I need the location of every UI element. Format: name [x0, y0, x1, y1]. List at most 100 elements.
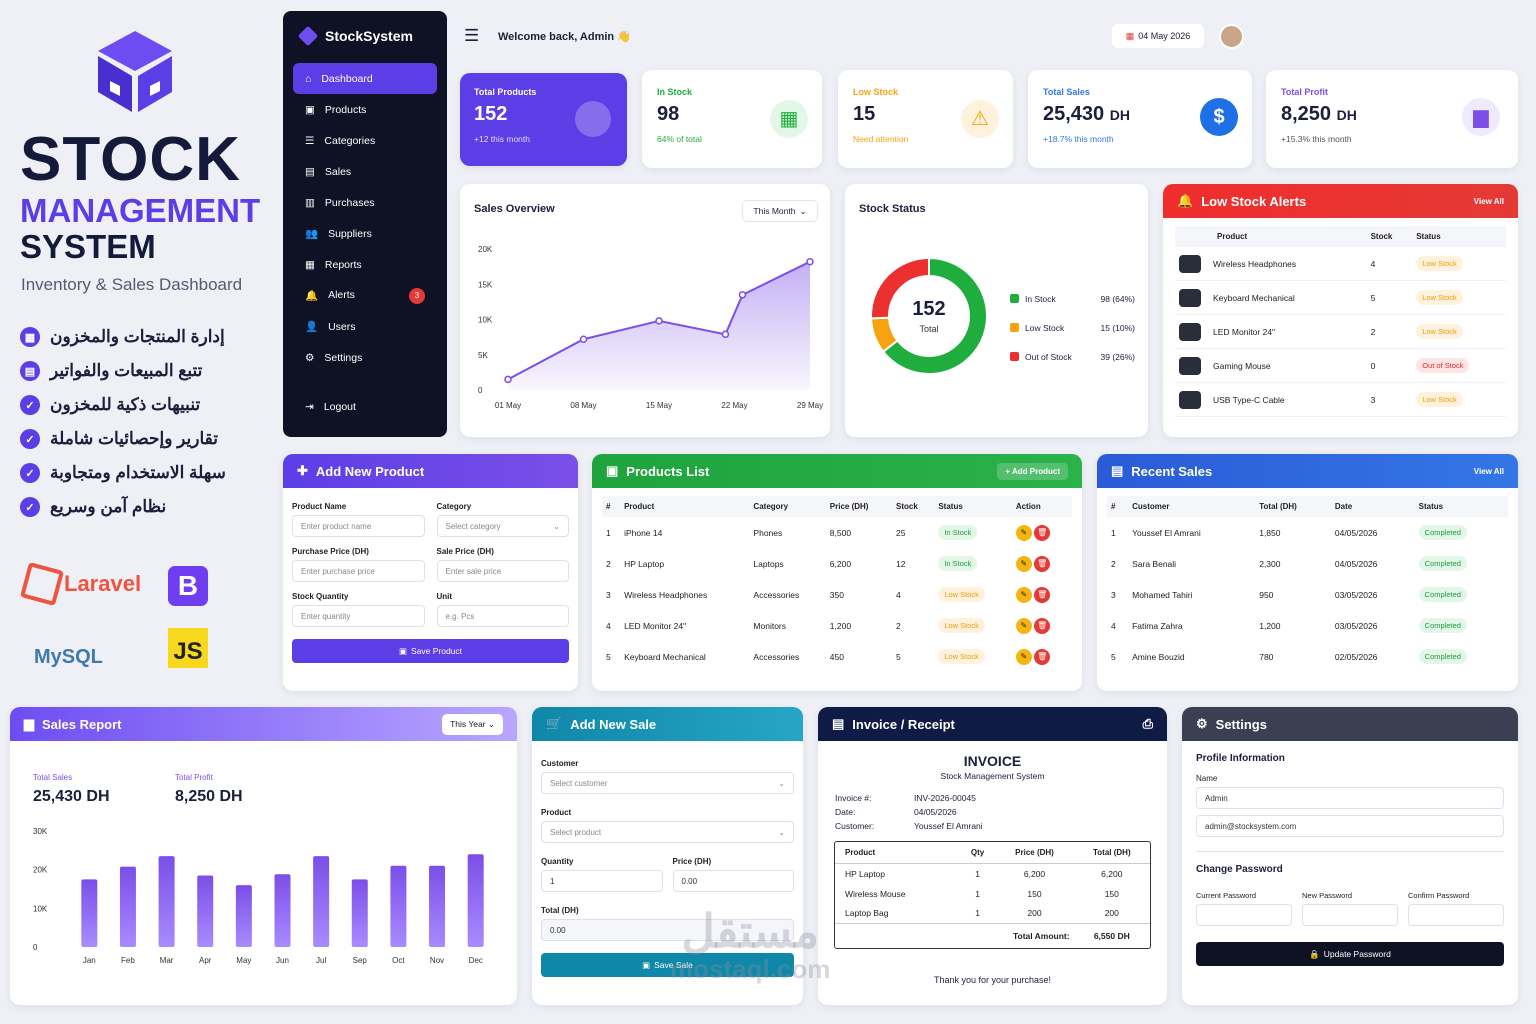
- sidebar-item-products[interactable]: ▣ Products: [305, 103, 367, 116]
- products-table: # Product Category Price (DH) Stock Status Act…: [602, 496, 1072, 672]
- lock-icon: 🔒: [1309, 948, 1320, 959]
- save-icon: ▣: [398, 645, 407, 656]
- delete-icon[interactable]: 🗑: [1034, 617, 1051, 634]
- recent-sales-card: ▤ Recent Sales View All # Customer Total (DH…: [1097, 454, 1518, 691]
- plus-icon: ✚: [297, 463, 308, 478]
- quantity-input[interactable]: 1: [541, 870, 663, 892]
- data-point: [504, 375, 512, 384]
- sidebar-item-users[interactable]: 👤 Users: [305, 320, 356, 334]
- sales-overview-filter[interactable]: This Month ⌄: [742, 200, 818, 222]
- x-tick-label: May: [236, 956, 251, 965]
- y-tick-label: 20K: [33, 866, 48, 875]
- sidebar-item-dashboard[interactable]: ⌂ Dashboard: [293, 63, 437, 94]
- y-tick-label: 0: [478, 386, 483, 395]
- bar-chart-icon: ▆: [24, 716, 34, 731]
- status-badge: Low Stock: [938, 587, 985, 602]
- sidebar-item-reports[interactable]: ▦ Reports: [305, 258, 362, 271]
- x-tick-label: 15 May: [646, 401, 672, 410]
- grid-icon: ▦: [20, 327, 40, 347]
- users-icon: 👥: [305, 228, 319, 240]
- dollar-icon: $: [1200, 98, 1238, 136]
- brand-subtitle: MANAGEMENT: [20, 192, 261, 229]
- print-icon[interactable]: ⎙: [1142, 716, 1153, 731]
- table-row: USB Type-C Cable 3 Low Stock: [1175, 383, 1506, 417]
- bar: [81, 879, 98, 947]
- add-sale-card: 🛒 Add New Sale Customer Select customer ⌄ …: [532, 707, 803, 1005]
- product-thumb-icon: [1179, 322, 1201, 341]
- status-badge: Completed: [1418, 556, 1467, 571]
- save-icon: ▣: [642, 959, 651, 970]
- delete-icon[interactable]: 🗑: [1034, 586, 1051, 603]
- legend-item: Low Stock 15 (10%): [1010, 313, 1135, 342]
- table-row: 4 LED Monitor 24" Monitors 1,200 2 Low Stock ✎…: [602, 610, 1072, 641]
- check-icon: ✓: [20, 429, 40, 449]
- cart-icon: 🛒: [546, 716, 563, 731]
- customer-select[interactable]: Select customer ⌄: [541, 772, 794, 794]
- edit-icon[interactable]: ✎: [1015, 648, 1032, 665]
- product-name-input[interactable]: Enter product name: [292, 515, 425, 537]
- avatar[interactable]: [1219, 24, 1244, 49]
- product-thumb-icon: [1179, 356, 1201, 375]
- product-select[interactable]: Select product ⌄: [541, 821, 794, 843]
- logout-button[interactable]: ⇥ Logout: [305, 400, 356, 413]
- delete-icon[interactable]: 🗑: [1034, 648, 1051, 665]
- sidebar-item-sales[interactable]: ▤ Sales: [305, 165, 352, 178]
- edit-icon[interactable]: ✎: [1015, 555, 1032, 572]
- quantity-input[interactable]: Enter quantity: [292, 605, 425, 627]
- new-password-input[interactable]: [1302, 904, 1398, 926]
- bootstrap-logo: B: [168, 566, 208, 606]
- delete-icon[interactable]: 🗑: [1034, 524, 1051, 541]
- cart-icon: ▤: [305, 165, 315, 178]
- donut-center-value: 152: [912, 298, 946, 320]
- status-badge: Low Stock: [1416, 392, 1463, 407]
- y-tick-label: 15K: [478, 280, 493, 289]
- current-password-input[interactable]: [1196, 904, 1292, 926]
- delete-icon[interactable]: 🗑: [1034, 555, 1051, 572]
- update-password-button[interactable]: 🔒 Update Password: [1196, 942, 1504, 966]
- bar: [390, 865, 407, 947]
- email-input[interactable]: admin@stocksystem.com: [1196, 815, 1504, 837]
- category-select[interactable]: Select category ⌄: [436, 515, 569, 537]
- table-row: HP Laptop 1 6,200 6,200: [845, 868, 1123, 879]
- sale-price-input[interactable]: Enter sale price: [436, 560, 569, 582]
- edit-icon[interactable]: ✎: [1015, 586, 1032, 603]
- view-all-link[interactable]: View All: [1473, 196, 1504, 206]
- sidebar-item-suppliers[interactable]: 👥 Suppliers: [305, 227, 372, 241]
- sidebar-item-categories[interactable]: ☰ Categories: [305, 134, 376, 147]
- sidebar-item-purchases[interactable]: ▥ Purchases: [305, 196, 375, 209]
- y-tick-label: 10K: [33, 904, 48, 913]
- save-product-button[interactable]: ▣ Save Product: [292, 639, 569, 663]
- status-badge: Low Stock: [938, 618, 985, 633]
- products-list-card: ▣ Products List + Add Product # Product Cate…: [592, 454, 1082, 691]
- low-stock-table: Product Stock Status Wireless Headphones 4 L…: [1175, 226, 1506, 417]
- bar: [351, 879, 368, 947]
- product-thumb-icon: [1179, 288, 1201, 307]
- confirm-password-input[interactable]: [1408, 904, 1504, 926]
- sales-report-filter[interactable]: This Year ⌄: [442, 713, 503, 735]
- date-chip[interactable]: ▦ 04 May 2026: [1112, 24, 1204, 48]
- table-row: Gaming Mouse 0 Out of Stock: [1175, 349, 1506, 383]
- sales-overview-card: Sales Overview This Month ⌄ 0 5K 10K 15K 20K 0…: [460, 184, 830, 437]
- x-tick-label: 22 May: [721, 401, 747, 410]
- status-badge: Low Stock: [1416, 290, 1463, 305]
- edit-icon[interactable]: ✎: [1015, 617, 1032, 634]
- gear-icon: ⚙: [1196, 716, 1208, 731]
- stock-legend: In Stock 98 (64%) Low Stock 15 (10%) Out of …: [1010, 284, 1135, 371]
- unit-input[interactable]: e.g. Pcs: [436, 605, 569, 627]
- save-sale-button[interactable]: ▣ Save Sale: [541, 953, 794, 977]
- purchase-price-input[interactable]: Enter purchase price: [292, 560, 425, 582]
- price-input[interactable]: 0.00: [672, 870, 794, 892]
- stock-status-card: Stock Status 152 Total In Stock 98 (64%) L…: [845, 184, 1148, 437]
- view-all-link[interactable]: View All: [1473, 466, 1504, 476]
- name-input[interactable]: Admin: [1196, 787, 1504, 809]
- stat-card-total-products: Total Products 152 +12 this month: [460, 73, 627, 166]
- welcome-text: Welcome back, Admin 👋: [498, 31, 631, 43]
- edit-icon[interactable]: ✎: [1015, 524, 1032, 541]
- sidebar-item-settings[interactable]: ⚙ Settings: [305, 351, 363, 364]
- user-icon: 👤: [305, 321, 319, 333]
- status-badge: Low Stock: [938, 649, 985, 664]
- sidebar-item-alerts[interactable]: 🔔 Alerts 3: [293, 280, 437, 311]
- add-product-button[interactable]: + Add Product: [997, 462, 1068, 480]
- menu-icon[interactable]: ☰: [464, 26, 480, 45]
- series-line: [507, 260, 811, 381]
